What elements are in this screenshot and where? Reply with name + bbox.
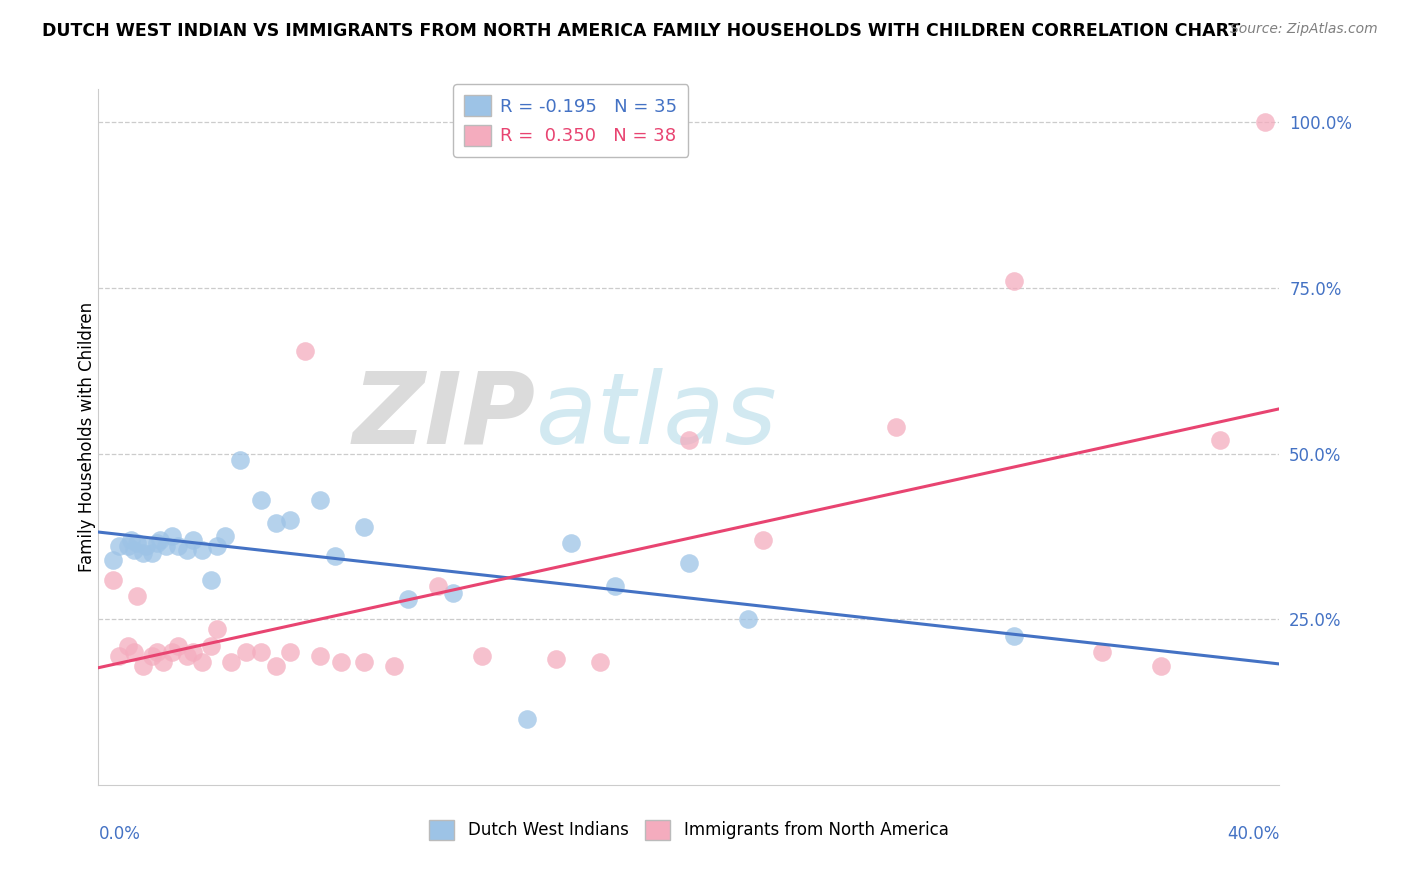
Point [235,645,257,659]
Point [589,656,612,670]
Point [264,516,287,531]
Point [176,542,198,557]
Point [120,533,142,547]
Point [516,712,538,726]
Point [427,579,450,593]
Point [176,648,198,663]
Point [205,540,228,554]
Text: atlas: atlas [536,368,778,465]
Y-axis label: Family Households with Children: Family Households with Children [79,302,96,572]
Point [125,536,148,550]
Point [280,645,302,659]
Point [152,656,174,670]
Point [353,519,375,533]
Point [117,540,139,554]
Point [141,546,163,560]
Point [149,533,172,547]
Point [214,529,236,543]
Point [382,658,405,673]
Point [146,536,169,550]
Point [1150,658,1173,673]
Point [125,589,148,603]
Text: Source: ZipAtlas.com: Source: ZipAtlas.com [1230,22,1378,37]
Point [108,648,131,663]
Point [229,453,252,467]
Point [309,493,332,508]
Point [1254,115,1277,129]
Point [155,540,177,554]
Point [103,573,125,587]
Point [132,546,155,560]
Point [162,529,183,543]
Point [146,645,169,659]
Text: ZIP: ZIP [353,368,536,465]
Point [678,556,700,570]
Point [1002,629,1025,643]
Point [191,656,214,670]
Point [471,648,494,663]
Point [122,542,145,557]
Point [200,639,222,653]
Point [205,622,228,636]
Point [103,552,125,566]
Point [546,652,568,666]
Point [560,536,582,550]
Point [329,656,352,670]
Point [141,648,163,663]
Point [181,533,204,547]
Point [117,639,139,653]
Point [264,658,287,673]
Point [200,573,222,587]
Point [221,656,243,670]
Point [441,586,464,600]
Point [1209,434,1232,448]
Point [678,434,700,448]
Point [398,592,420,607]
Point [884,420,907,434]
Point [737,612,759,626]
Point [167,540,190,554]
Point [353,656,375,670]
Point [191,542,214,557]
Legend: Dutch West Indians, Immigrants from North America: Dutch West Indians, Immigrants from Nort… [423,814,955,847]
Point [294,343,316,358]
Point [1002,274,1025,288]
Point [135,540,157,554]
Point [323,549,346,564]
Text: 40.0%: 40.0% [1227,825,1279,843]
Point [1091,645,1114,659]
Point [167,639,190,653]
Point [162,645,183,659]
Point [108,540,131,554]
Point [280,513,302,527]
Point [181,645,204,659]
Point [250,493,273,508]
Text: 0.0%: 0.0% [98,825,141,843]
Point [250,645,273,659]
Point [122,645,145,659]
Point [752,533,775,547]
Point [132,658,155,673]
Point [605,579,627,593]
Point [309,648,332,663]
Text: DUTCH WEST INDIAN VS IMMIGRANTS FROM NORTH AMERICA FAMILY HOUSEHOLDS WITH CHILDR: DUTCH WEST INDIAN VS IMMIGRANTS FROM NOR… [42,22,1240,40]
